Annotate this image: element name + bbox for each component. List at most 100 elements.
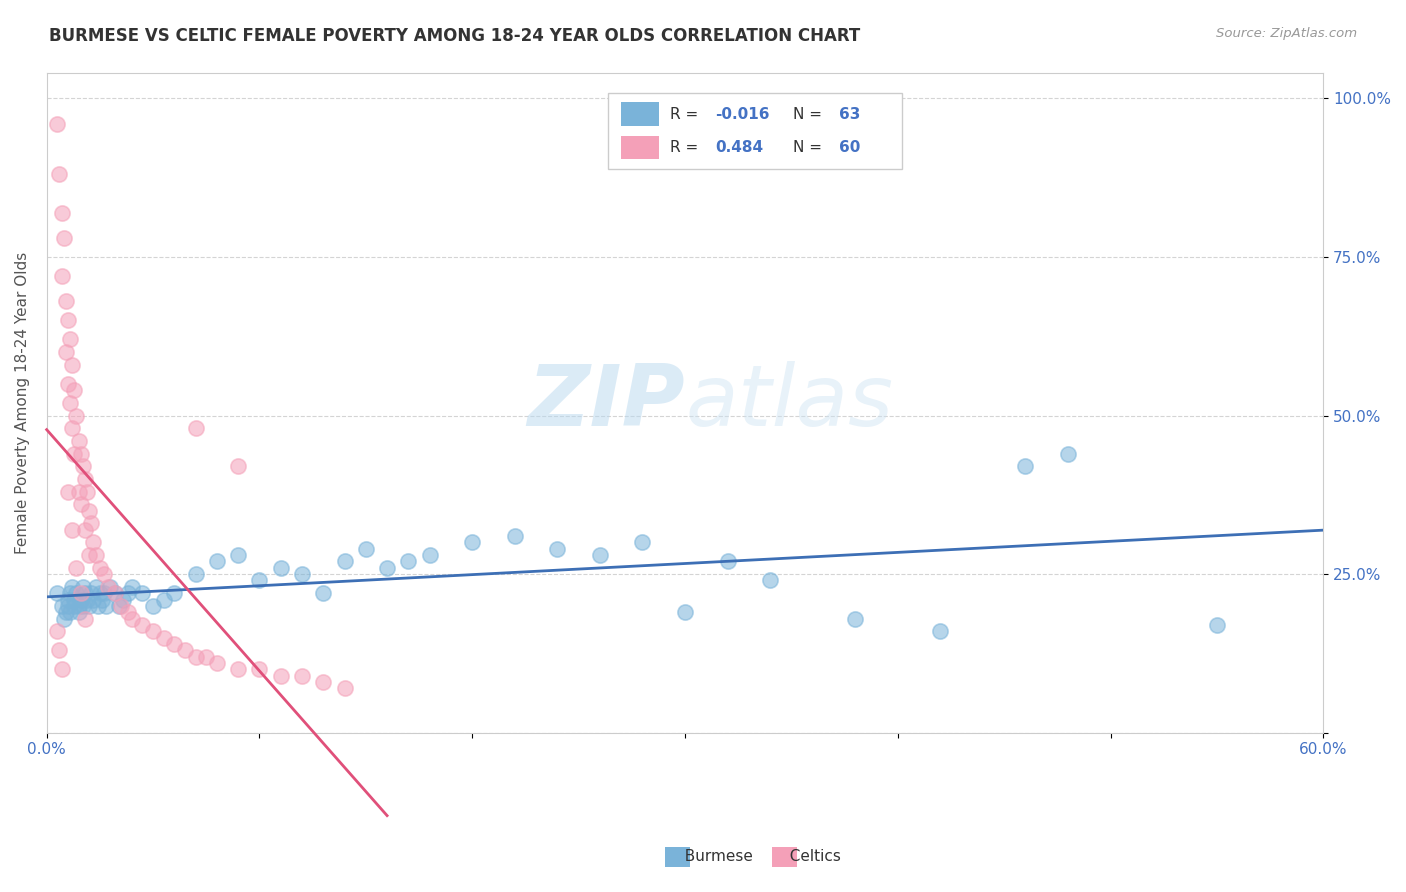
Point [56, 592, 79, 607]
Point [77, 599, 100, 613]
Point [46, 624, 69, 639]
Point [291, 567, 314, 582]
Text: Burmese: Burmese [675, 849, 752, 863]
Point [117, 586, 139, 600]
Point [69, 497, 91, 511]
Point [226, 548, 249, 562]
Point [312, 586, 335, 600]
Point [59, 586, 82, 600]
Point [67, 434, 90, 448]
Point [546, 541, 568, 556]
Point [80, 586, 103, 600]
Point [46, 117, 69, 131]
Point [631, 535, 654, 549]
Point [104, 586, 127, 600]
Point [503, 529, 526, 543]
Point [84, 548, 107, 562]
FancyBboxPatch shape [609, 93, 903, 169]
Point [59, 333, 82, 347]
FancyBboxPatch shape [621, 136, 659, 160]
Point [716, 554, 738, 568]
Point [117, 605, 139, 619]
Point [73, 586, 96, 600]
Point [104, 586, 127, 600]
Text: 63: 63 [839, 106, 860, 121]
Point [100, 580, 122, 594]
Text: N =: N = [793, 140, 827, 155]
Text: Source: ZipAtlas.com: Source: ZipAtlas.com [1216, 27, 1357, 40]
Point [82, 592, 104, 607]
Point [76, 484, 98, 499]
Point [354, 541, 377, 556]
Point [419, 548, 441, 562]
Point [67, 599, 90, 613]
Point [69, 586, 91, 600]
Point [249, 662, 271, 676]
Point [93, 586, 115, 600]
Point [270, 561, 292, 575]
Point [121, 611, 143, 625]
Point [69, 447, 91, 461]
Point [1014, 459, 1036, 474]
Point [1206, 618, 1229, 632]
Point [142, 624, 165, 639]
Point [65, 561, 87, 575]
Point [51, 662, 73, 676]
Point [65, 586, 87, 600]
Point [55, 294, 77, 309]
Text: Celtics: Celtics [780, 849, 841, 863]
Point [89, 586, 111, 600]
Text: N =: N = [793, 106, 827, 121]
Point [1057, 447, 1080, 461]
Point [142, 599, 165, 613]
Point [56, 599, 79, 613]
Point [59, 396, 82, 410]
Text: R =: R = [669, 140, 703, 155]
Point [52, 611, 75, 625]
Point [63, 599, 86, 613]
Point [97, 580, 120, 594]
Point [226, 459, 249, 474]
Point [77, 504, 100, 518]
Point [60, 358, 83, 372]
Y-axis label: Female Poverty Among 18-24 Year Olds: Female Poverty Among 18-24 Year Olds [15, 252, 30, 554]
Text: 60: 60 [839, 140, 860, 155]
Point [163, 637, 186, 651]
Point [80, 516, 103, 531]
Point [46, 586, 69, 600]
Point [63, 383, 86, 397]
Point [184, 567, 207, 582]
Point [84, 580, 107, 594]
Point [91, 592, 114, 607]
Point [163, 586, 186, 600]
Text: ZIP: ZIP [527, 361, 685, 444]
Point [76, 592, 98, 607]
Text: BURMESE VS CELTIC FEMALE POVERTY AMONG 18-24 YEAR OLDS CORRELATION CHART: BURMESE VS CELTIC FEMALE POVERTY AMONG 1… [49, 27, 860, 45]
Point [844, 611, 866, 625]
Point [56, 376, 79, 391]
Point [60, 580, 83, 594]
Point [184, 421, 207, 435]
Point [249, 574, 271, 588]
Point [73, 523, 96, 537]
Point [93, 567, 115, 582]
Point [270, 668, 292, 682]
Point [48, 643, 70, 657]
Point [51, 599, 73, 613]
Point [205, 554, 228, 568]
Point [63, 447, 86, 461]
Point [59, 605, 82, 619]
Point [51, 205, 73, 219]
Point [72, 459, 94, 474]
Point [195, 649, 218, 664]
Point [48, 168, 70, 182]
Point [72, 599, 94, 613]
Point [152, 631, 174, 645]
Point [55, 605, 77, 619]
Point [333, 681, 356, 696]
Point [89, 561, 111, 575]
Point [67, 484, 90, 499]
Point [184, 649, 207, 664]
Point [73, 472, 96, 486]
Point [56, 313, 79, 327]
